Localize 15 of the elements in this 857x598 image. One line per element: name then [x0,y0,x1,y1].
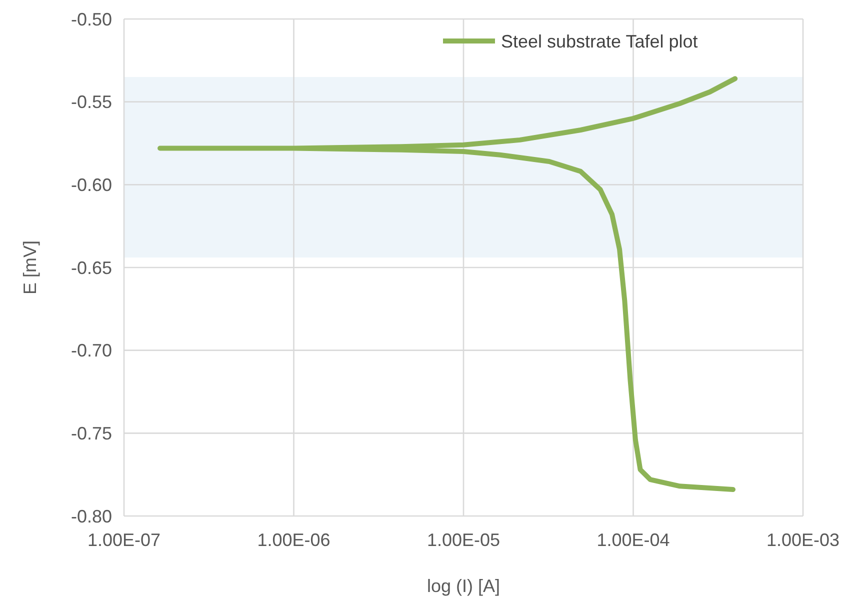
y-tick-label: -0.55 [70,92,112,112]
y-tick-label: -0.70 [70,340,112,361]
x-tick-label: 1.00E-03 [766,530,840,550]
x-tick-label: 1.00E-05 [426,530,500,550]
x-axis-title: log (I) [A] [426,576,500,596]
y-tick-label: -0.75 [70,423,112,444]
y-tick-label: -0.65 [70,258,112,278]
x-tick-label: 1.00E-04 [596,530,670,550]
y-tick-label: -0.60 [70,174,112,195]
x-tick-label: 1.00E-06 [257,530,330,550]
y-tick-label: -0.50 [70,9,112,30]
y-axis-title: E [mV] [20,240,40,295]
y-tick-label: -0.80 [70,506,112,526]
x-tick-label: 1.00E-07 [87,530,161,550]
legend-label: Steel substrate Tafel plot [501,31,698,52]
